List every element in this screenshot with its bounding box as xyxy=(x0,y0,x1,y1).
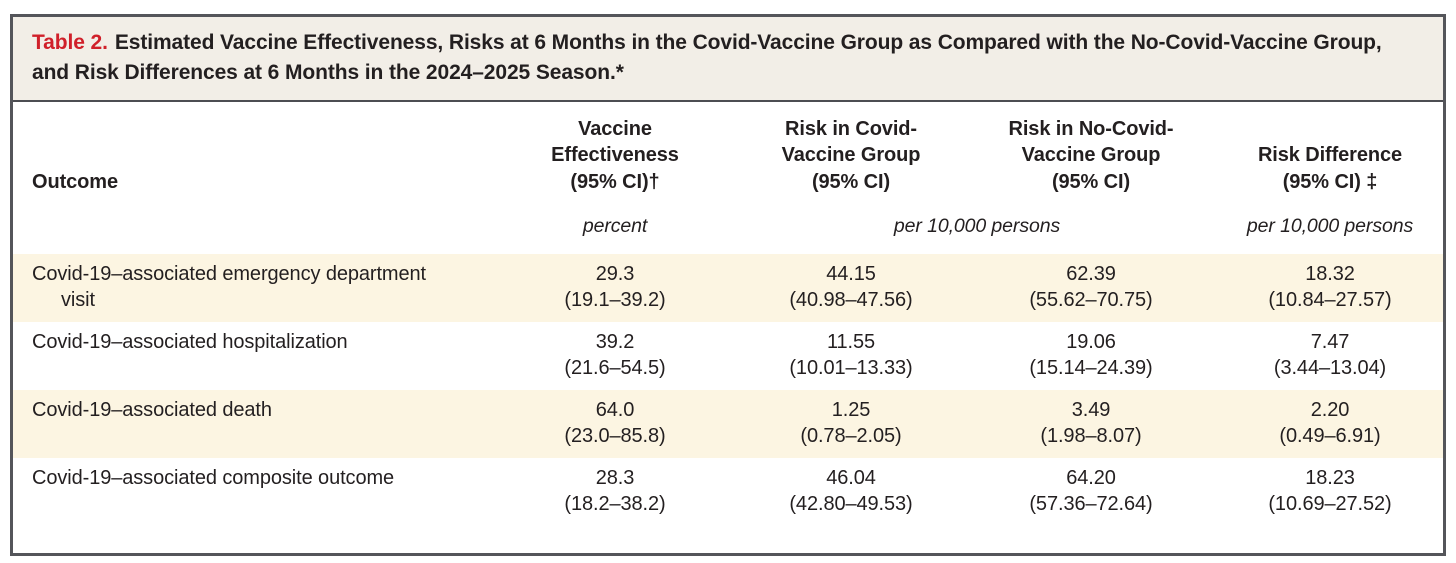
outcome-label: Covid-19–associated emergency department xyxy=(32,262,426,285)
risk-difference-cell: 18.32 (10.84–27.57) xyxy=(1268,262,1392,311)
outcome-label: Covid-19–associated composite outcome xyxy=(32,466,395,489)
outcome-cell: Covid-19–associated emergency department… xyxy=(13,254,493,322)
vaccine-effectiveness-cell: 28.3 (18.2–38.2) xyxy=(564,466,666,515)
table-frame: Table 2. Estimated Vaccine Effectiveness,… xyxy=(10,14,1446,556)
column-header-row: Outcome Vaccine Effectiveness (95% CI)† … xyxy=(13,102,1443,195)
outcome-cell: Covid-19–associated hospitalization xyxy=(13,322,493,390)
risk-no-covid-vaccine-cell: 62.39 (55.62–70.75) xyxy=(1029,262,1153,311)
vaccine-effectiveness-cell: 39.2 (21.6–54.5) xyxy=(564,330,666,379)
table-title-label: Table 2. xyxy=(32,31,108,54)
risk-covid-vaccine-cell: 1.25 (0.78–2.05) xyxy=(800,398,902,447)
col-header-vaccine-effectiveness: Vaccine Effectiveness (95% CI)† xyxy=(551,118,679,193)
risk-no-covid-vaccine-cell: 3.49 (1.98–8.07) xyxy=(1040,398,1142,447)
units-outcome-spacer xyxy=(13,195,493,254)
risk-difference-cell: 2.20 (0.49–6.91) xyxy=(1279,398,1381,447)
table-row-hospitalization: Covid-19–associated hospitalization 39.2… xyxy=(13,322,1443,390)
col-header-risk-no-covid-vaccine: Risk in No-Covid- Vaccine Group (95% CI) xyxy=(1008,118,1174,193)
results-table: Outcome Vaccine Effectiveness (95% CI)† … xyxy=(13,102,1443,543)
table-row-death: Covid-19–associated death 64.0 (23.0–85.… xyxy=(13,389,1443,458)
vaccine-effectiveness-cell: 64.0 (23.0–85.8) xyxy=(564,398,666,447)
outcome-label: Covid-19–associated hospitalization xyxy=(32,330,348,353)
risk-difference-cell: 7.47 (3.44–13.04) xyxy=(1273,330,1387,379)
units-row: percent per 10,000 persons per 10,000 pe… xyxy=(13,195,1443,254)
col-header-risk-difference: Risk Difference (95% CI) ‡ xyxy=(1257,144,1403,193)
risk-difference-cell: 18.23 (10.69–27.52) xyxy=(1268,466,1392,515)
unit-per-10000-risk-groups: per 10,000 persons xyxy=(893,215,1061,238)
outcome-label: Covid-19–associated death xyxy=(32,398,272,421)
col-header-outcome: Outcome xyxy=(32,170,118,193)
outcome-cell: Covid-19–associated composite outcome xyxy=(13,458,493,543)
table-header: Outcome Vaccine Effectiveness (95% CI)† … xyxy=(13,102,1443,254)
table-title-text: Estimated Vaccine Effectiveness, Risks a… xyxy=(32,31,1382,85)
risk-no-covid-vaccine-cell: 19.06 (15.14–24.39) xyxy=(1029,330,1153,379)
risk-no-covid-vaccine-cell: 64.20 (57.36–72.64) xyxy=(1029,466,1153,515)
outcome-cell: Covid-19–associated death xyxy=(13,390,493,458)
risk-covid-vaccine-cell: 11.55 (10.01–13.33) xyxy=(789,330,913,379)
vaccine-effectiveness-cell: 29.3 (19.1–39.2) xyxy=(564,262,666,311)
col-header-risk-covid-vaccine: Risk in Covid- Vaccine Group (95% CI) xyxy=(781,118,921,193)
unit-percent: percent xyxy=(582,215,648,238)
table-row-composite-outcome: Covid-19–associated composite outcome 28… xyxy=(13,458,1443,543)
risk-covid-vaccine-cell: 46.04 (42.80–49.53) xyxy=(789,466,913,515)
outcome-label-wrap: visit xyxy=(61,288,95,311)
table-row-emergency-department-visit: Covid-19–associated emergency department… xyxy=(13,253,1443,322)
table-title: Table 2. Estimated Vaccine Effectiveness,… xyxy=(13,17,1443,103)
table-body: Covid-19–associated emergency department… xyxy=(13,253,1443,543)
unit-per-10000-risk-difference: per 10,000 persons xyxy=(1246,215,1414,238)
risk-covid-vaccine-cell: 44.15 (40.98–47.56) xyxy=(789,262,913,311)
